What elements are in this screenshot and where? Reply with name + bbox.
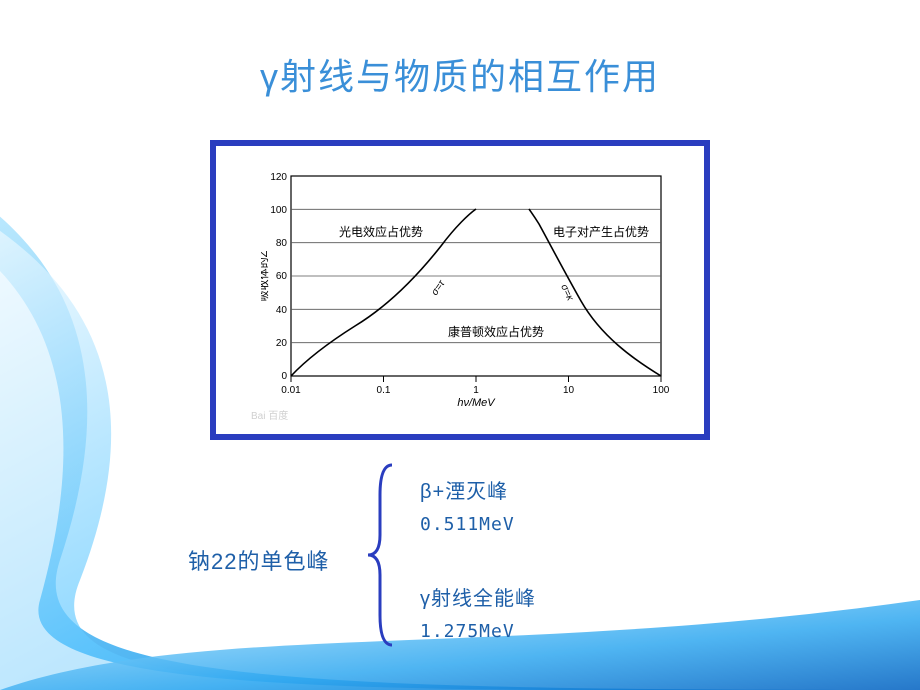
- y-tick-4: 80: [276, 238, 288, 249]
- interaction-chart: 0.01 0.1 1 10 100 0 20 40 60 80 100 120 …: [261, 166, 681, 406]
- y-tick-1: 20: [276, 338, 288, 349]
- y-tick-6: 120: [270, 172, 287, 183]
- x-axis-label: hν/MeV: [457, 397, 496, 406]
- y-tick-3: 60: [276, 271, 288, 282]
- peak2-energy: 1.275MeV: [420, 621, 536, 642]
- x-tick-0: 0.01: [281, 385, 301, 396]
- x-tick-3: 10: [563, 385, 575, 396]
- y-tick-0: 0: [281, 371, 287, 382]
- region-pair: 电子对产生占优势: [553, 224, 649, 239]
- region-photoelectric: 光电效应占优势: [339, 224, 423, 239]
- x-tick-1: 0.1: [377, 385, 391, 396]
- peak2-name: γ射线全能峰: [420, 582, 536, 611]
- x-tick-4: 100: [653, 385, 670, 396]
- y-tick-2: 40: [276, 305, 288, 316]
- peak1-name: β+湮灭峰: [420, 475, 515, 504]
- y-tick-5: 100: [270, 205, 287, 216]
- na22-peaks-label: 钠22的单色峰: [188, 544, 329, 576]
- brace-icon: [362, 460, 402, 650]
- peak1-energy: 0.511MeV: [420, 514, 515, 535]
- chart-frame: 0.01 0.1 1 10 100 0 20 40 60 80 100 120 …: [210, 140, 710, 440]
- peak-annihilation: β+湮灭峰 0.511MeV: [420, 475, 515, 535]
- region-compton: 康普顿效应占优势: [448, 324, 544, 339]
- watermark: Bai 百度: [251, 407, 288, 422]
- y-axis-label: 吸收体的Z: [261, 250, 270, 301]
- page-title: γ射线与物质的相互作用: [0, 0, 920, 100]
- peak-fullenergy: γ射线全能峰 1.275MeV: [420, 582, 536, 642]
- curve-label-left: σ=τ: [429, 278, 448, 298]
- x-tick-2: 1: [473, 385, 479, 396]
